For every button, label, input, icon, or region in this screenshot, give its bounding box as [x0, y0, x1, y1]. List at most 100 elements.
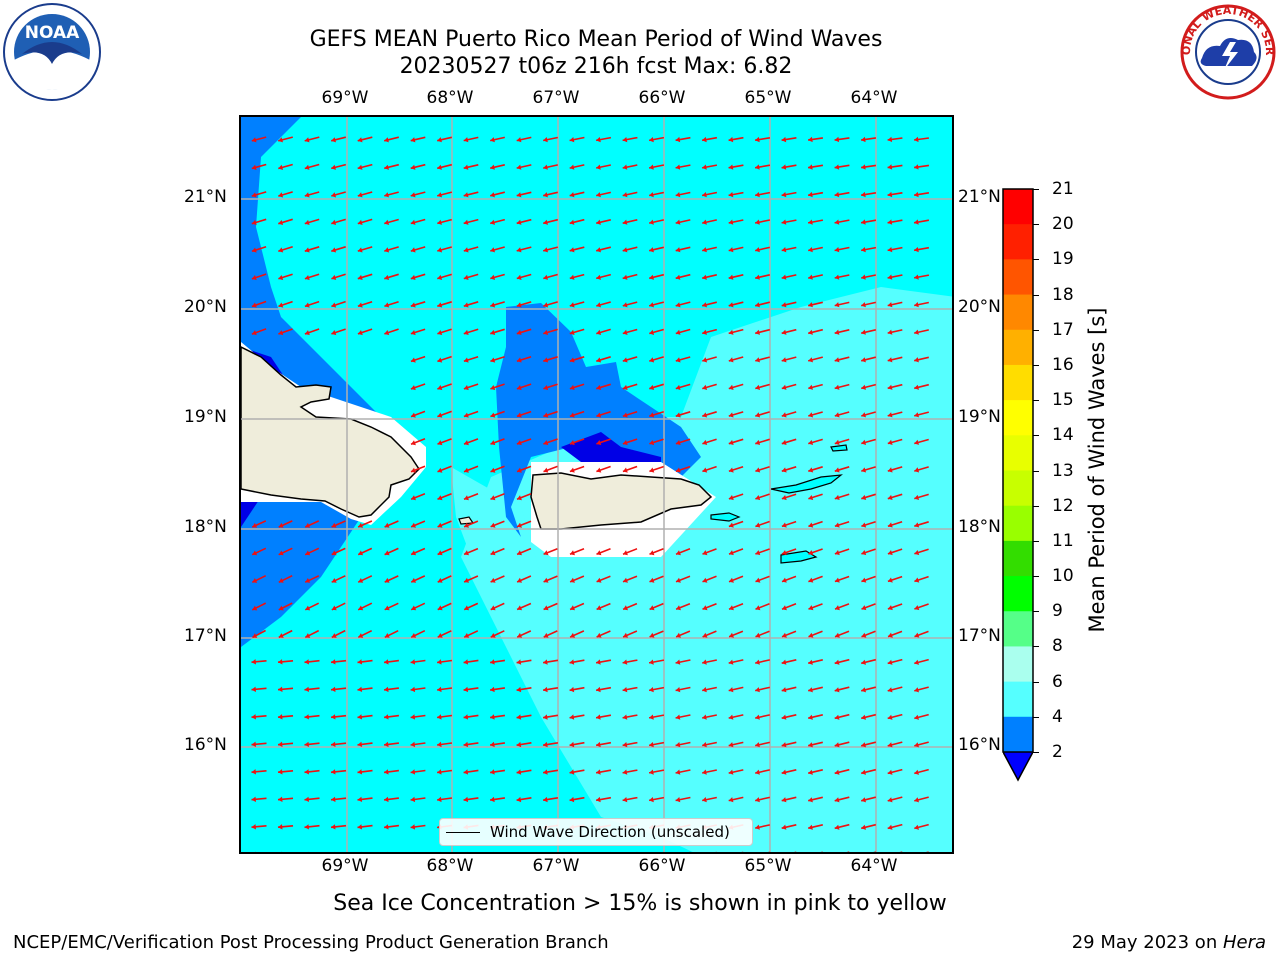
wind-wave-arrowhead — [251, 302, 257, 308]
wind-wave-arrowhead — [781, 769, 787, 775]
wind-wave-arrowhead — [622, 137, 628, 143]
colorbar-tick-mark — [1033, 435, 1039, 437]
wind-wave-arrowhead — [861, 136, 866, 143]
wind-wave-arrowhead — [411, 467, 416, 473]
wind-wave-arrowhead — [463, 741, 469, 748]
wind-wave-arrowhead — [649, 605, 655, 611]
colorbar-tick-label: 12 — [1052, 495, 1074, 516]
wind-wave-arrowhead — [649, 357, 655, 363]
wind-wave-arrowhead — [516, 769, 522, 775]
wind-wave-arrowhead — [755, 357, 760, 363]
wind-wave-arrowhead — [781, 412, 787, 418]
wind-wave-arrowhead — [622, 302, 628, 308]
wind-wave-arrowhead — [649, 577, 655, 583]
wind-wave-arrow — [543, 853, 558, 854]
wind-wave-arrowhead — [834, 687, 840, 693]
colorbar-segment — [1003, 611, 1033, 647]
wind-wave-arrowhead — [914, 357, 919, 363]
wind-wave-arrowhead — [808, 495, 814, 501]
wind-wave-arrowhead — [251, 824, 256, 830]
wind-wave-arrowhead — [728, 714, 734, 720]
wind-wave-arrowhead — [728, 412, 734, 418]
wind-wave-arrowhead — [304, 164, 310, 170]
wind-wave-arrowhead — [755, 329, 760, 335]
wind-wave-arrowhead — [437, 467, 443, 473]
wind-wave-arrowhead — [782, 632, 787, 638]
wind-wave-arrowhead — [675, 329, 681, 335]
colorbar-tick-label: 10 — [1052, 566, 1074, 587]
wind-wave-arrowhead — [304, 714, 309, 720]
wind-wave-arrowhead — [331, 274, 337, 280]
wind-wave-arrowhead — [702, 329, 707, 335]
wind-wave-arrowhead — [755, 714, 760, 720]
lat-label-right: 20°N — [958, 297, 1001, 317]
footer-machine: Hera — [1222, 932, 1266, 953]
wind-wave-arrowhead — [278, 659, 283, 665]
wind-wave-arrowhead — [861, 687, 866, 693]
wind-wave-arrowhead — [490, 302, 496, 308]
wind-wave-arrowhead — [437, 522, 443, 528]
wind-wave-arrowhead — [728, 219, 734, 225]
wind-wave-arrowhead — [649, 742, 654, 748]
wind-wave-arrowhead — [834, 384, 840, 390]
wind-wave-arrowhead — [702, 467, 708, 473]
wind-wave-arrowhead — [755, 577, 761, 583]
wind-wave-arrowhead — [569, 357, 575, 363]
wind-wave-arrowhead — [887, 522, 893, 528]
wind-wave-arrowhead — [781, 136, 787, 143]
wind-wave-arrowhead — [463, 714, 469, 720]
wind-wave-arrowhead — [781, 495, 787, 501]
wind-wave-arrow — [610, 851, 611, 852]
wind-wave-arrowhead — [596, 440, 602, 446]
wind-wave-arrowhead — [728, 247, 734, 253]
wind-wave-arrowhead — [570, 605, 575, 611]
colorbar-tick-mark — [1033, 259, 1039, 261]
wind-wave-arrowhead — [887, 247, 893, 253]
wind-wave-arrowhead — [596, 329, 602, 335]
colorbar-tick-mark — [1033, 646, 1039, 648]
wind-wave-arrowhead — [278, 137, 283, 143]
wind-wave-arrowhead — [331, 550, 337, 556]
wind-wave-arrowhead — [887, 329, 893, 335]
wind-wave-arrowhead — [861, 357, 866, 363]
lat-label-right: 16°N — [958, 735, 1001, 755]
wind-wave-arrowhead — [463, 769, 469, 775]
colorbar-label: Mean Period of Wind Waves [s] — [1085, 307, 1109, 633]
wind-wave-arrowhead — [384, 522, 390, 528]
colorbar-tick-label: 20 — [1052, 214, 1074, 235]
wind-wave-arrowhead — [411, 633, 417, 638]
wind-wave-arrowhead — [437, 714, 442, 720]
wind-wave-arrowhead — [463, 686, 469, 693]
colorbar-tick-mark — [1033, 470, 1039, 472]
wind-wave-arrowhead — [516, 274, 522, 280]
wind-wave-arrowhead — [914, 467, 920, 473]
wind-wave-arrowhead — [808, 164, 813, 170]
wind-wave-arrowhead — [410, 769, 416, 775]
wind-wave-arrowhead — [808, 357, 813, 363]
wind-wave-arrowhead — [808, 522, 814, 528]
wind-wave-arrowhead — [543, 796, 548, 803]
wind-wave-arrowhead — [358, 605, 364, 611]
wind-wave-arrowhead — [437, 137, 442, 143]
wind-wave-arrow — [688, 851, 691, 852]
wind-wave-arrowhead — [384, 274, 390, 280]
wind-wave-arrowhead — [782, 577, 787, 583]
wind-wave-arrowhead — [596, 412, 602, 418]
wind-wave-arrowhead — [278, 522, 284, 528]
wind-wave-arrowhead — [887, 439, 893, 445]
colorbar-tick-label: 18 — [1052, 284, 1074, 305]
colorbar-tick-mark — [1033, 681, 1039, 683]
wind-wave-arrowhead — [543, 577, 549, 583]
wind-wave-arrowhead — [384, 633, 390, 638]
wind-wave-arrowhead — [887, 467, 893, 473]
colorbar-tick-label: 8 — [1052, 636, 1063, 657]
wind-wave-arrowhead — [463, 164, 469, 170]
wind-wave-arrowhead — [570, 550, 575, 556]
wind-wave-arrowhead — [887, 550, 893, 556]
wind-wave-arrowhead — [914, 274, 919, 280]
wind-wave-arrowhead — [622, 467, 628, 473]
wind-wave-arrowhead — [331, 302, 337, 308]
wind-wave-arrowhead — [649, 384, 655, 390]
wind-wave-arrowhead — [437, 412, 443, 418]
wind-wave-arrowhead — [781, 164, 787, 170]
